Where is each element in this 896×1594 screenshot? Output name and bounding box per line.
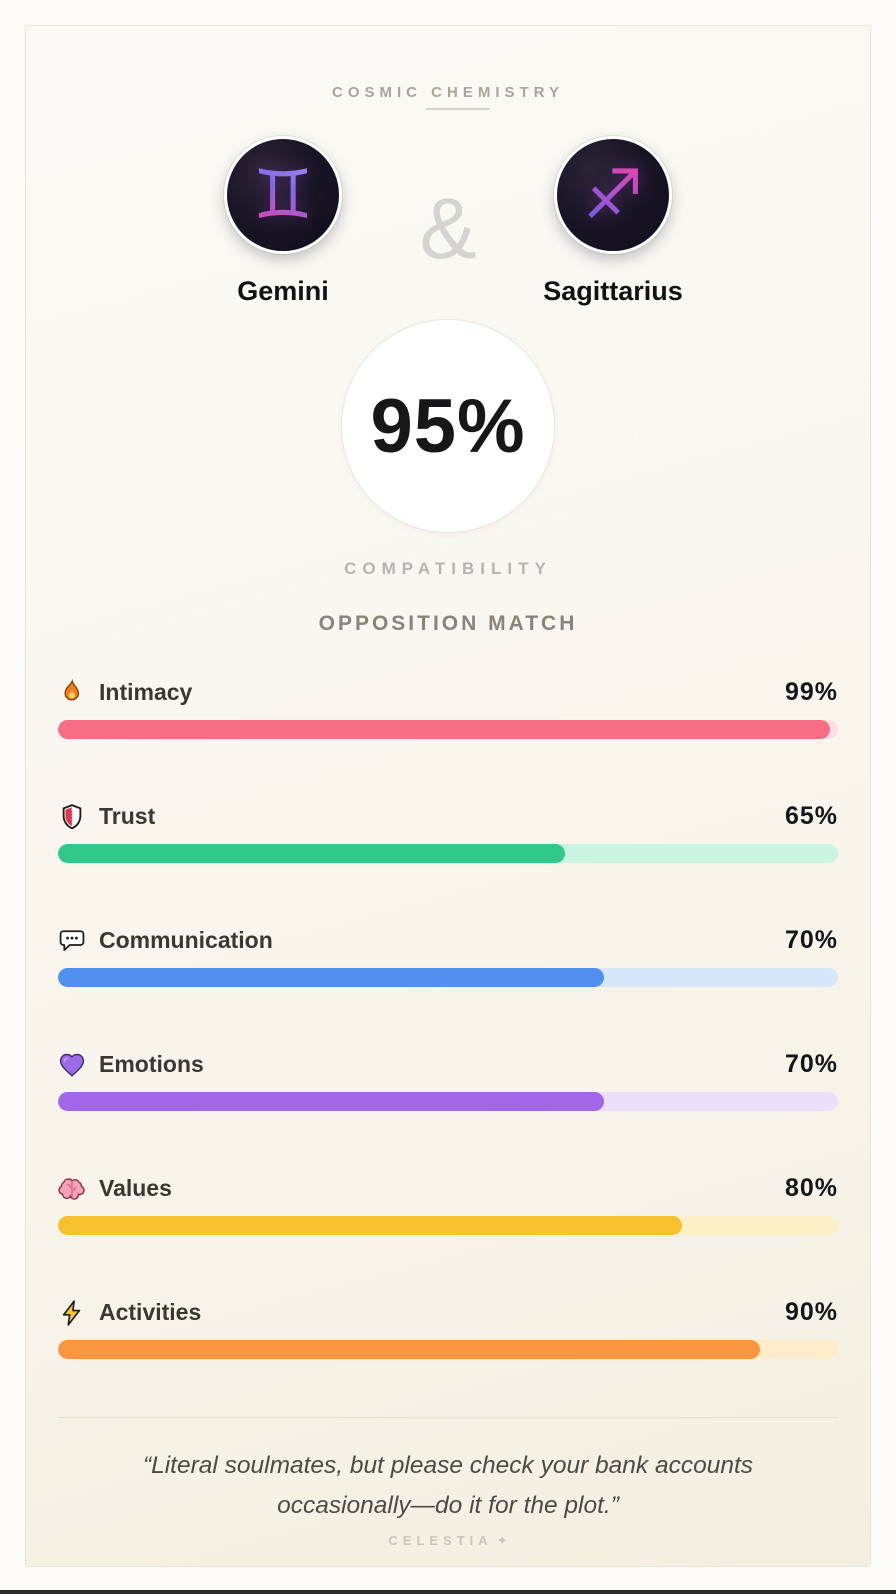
stat-label: Trust <box>99 803 156 829</box>
fire-icon <box>58 678 86 707</box>
stat-bar-fill <box>58 1340 760 1359</box>
gemini-glyph: ♊ <box>252 157 314 233</box>
stat-bar-fill <box>58 720 831 739</box>
brand-celestia: CELESTIA ✦ <box>58 1533 838 1549</box>
zodiac-left-column: ♊ Gemini <box>163 136 403 307</box>
compatibility-score-value: 95% <box>370 383 526 469</box>
compatibility-score-circle: 95% <box>341 319 555 533</box>
stat-row: Activities 90% <box>58 1298 838 1359</box>
ampersand-separator: & <box>419 181 477 277</box>
title-underline <box>426 108 490 110</box>
stat-label: Activities <box>99 1299 202 1325</box>
page-title: COSMIC CHEMISTRY <box>332 84 564 101</box>
stat-value: 70% <box>784 926 838 954</box>
match-type-label: OPPOSITION MATCH <box>318 612 578 635</box>
stat-row: Emotions 70% <box>58 1050 838 1111</box>
brain-icon <box>58 1175 86 1203</box>
zodiac-right-column: ♐ Sagittarius <box>493 136 733 307</box>
screen-bottom-edge <box>0 1590 896 1594</box>
stat-header: Communication 70% <box>58 926 838 955</box>
stat-bar-fill <box>58 1092 604 1111</box>
compatibility-card: COSMIC CHEMISTRY ♊ Gemini & ♐ Sagittariu… <box>25 25 871 1567</box>
stat-bar-track <box>58 968 838 987</box>
ampersand-column: & <box>403 136 493 272</box>
stat-bar-track <box>58 1092 838 1111</box>
stat-value: 65% <box>784 802 838 830</box>
stat-bar-track <box>58 1340 838 1359</box>
gemini-name: Gemini <box>237 276 329 306</box>
stat-bar-fill <box>58 968 604 987</box>
stat-bar-track <box>58 1216 838 1235</box>
divider <box>58 1417 838 1418</box>
stat-header: Activities 90% <box>58 1298 838 1327</box>
stat-header: Emotions 70% <box>58 1050 838 1079</box>
stat-header: Trust 65% <box>58 802 838 831</box>
stat-bar-fill <box>58 844 565 863</box>
shield-icon <box>58 803 86 831</box>
stat-bar-track <box>58 720 838 739</box>
stat-label: Values <box>99 1175 172 1201</box>
gemini-sign-icon: ♊ <box>224 136 342 254</box>
heart-icon <box>58 1051 86 1079</box>
stat-bar-track <box>58 844 838 863</box>
zodiac-pair: ♊ Gemini & ♐ Sagittarius <box>58 136 838 307</box>
quote-text: “Literal soulmates, but please check you… <box>142 1452 754 1519</box>
sagittarius-glyph: ♐ <box>582 157 644 233</box>
compatibility-caption: COMPATIBILITY <box>344 559 552 578</box>
brand-name: CELESTIA <box>388 1533 493 1548</box>
stat-row: Communication 70% <box>58 926 838 987</box>
stat-value: 70% <box>784 1050 838 1078</box>
sagittarius-sign-icon: ♐ <box>554 136 672 254</box>
stat-row: Intimacy 99% <box>58 678 838 739</box>
stat-bar-fill <box>58 1216 682 1235</box>
lightning-icon <box>58 1299 86 1327</box>
stat-value: 99% <box>784 678 838 706</box>
stat-value: 80% <box>784 1174 838 1202</box>
speech-bubble-icon <box>58 927 86 955</box>
stat-header: Values 80% <box>58 1174 838 1203</box>
stat-value: 90% <box>784 1298 838 1326</box>
stat-label: Communication <box>99 927 273 953</box>
stats-list: Intimacy 99% Trust 65% Communication 70% Emoti… <box>58 678 838 1359</box>
stat-label: Intimacy <box>99 679 193 705</box>
stat-row: Values 80% <box>58 1174 838 1235</box>
stat-label: Emotions <box>99 1051 204 1077</box>
stat-header: Intimacy 99% <box>58 678 838 707</box>
stat-row: Trust 65% <box>58 802 838 863</box>
sparkle-icon: ✦ <box>496 1533 508 1548</box>
sagittarius-name: Sagittarius <box>543 276 683 306</box>
